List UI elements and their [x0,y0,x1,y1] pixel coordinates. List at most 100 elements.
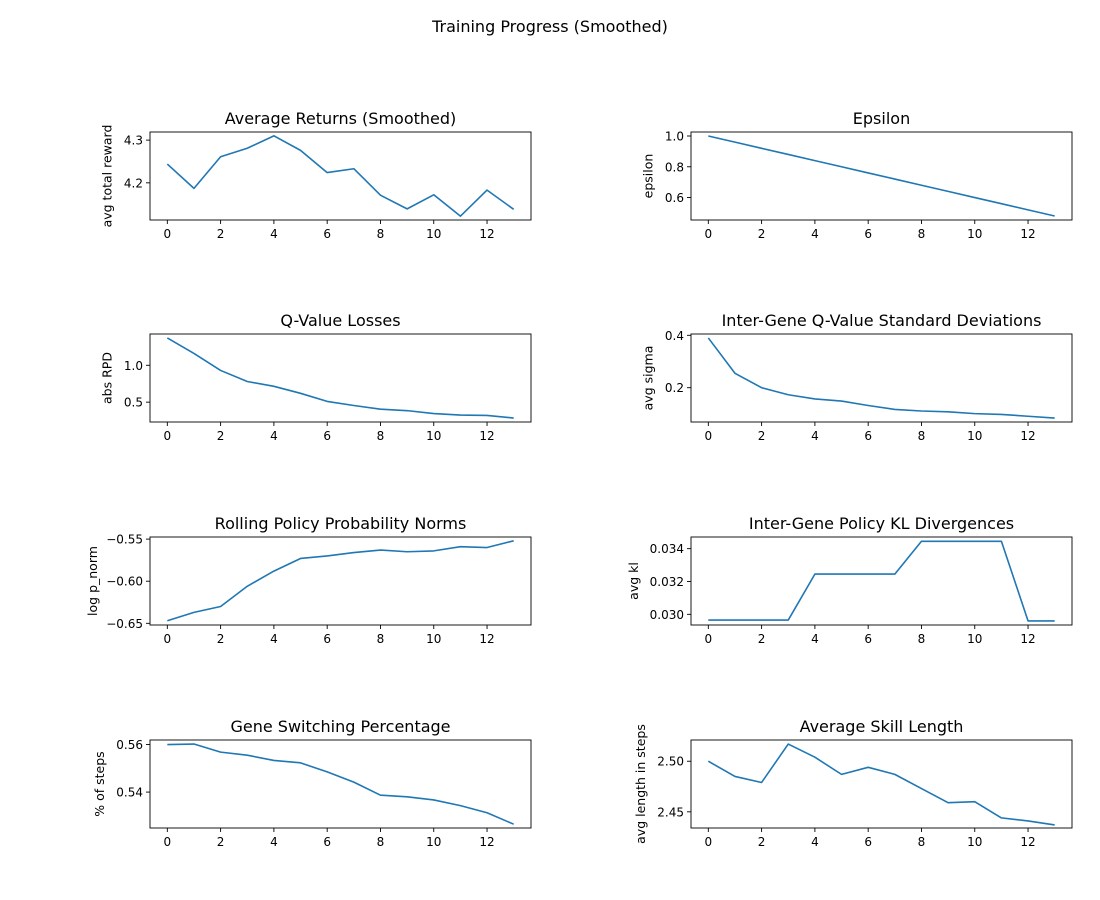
series-line [708,135,1055,217]
subplot-title: Rolling Policy Probability Norms [215,514,467,533]
x-tick-label: 12 [479,632,494,646]
axes-frame [690,131,1073,221]
y-tick-label: −0.65 [106,617,143,631]
x-tick-label: 0 [163,429,171,443]
x-tick-label: 4 [270,835,278,849]
y-tick-label: −0.60 [106,575,143,589]
x-tick-label: 0 [163,227,171,241]
x-tick-label: 0 [704,429,712,443]
x-tick-label: 0 [704,835,712,849]
y-tick-label: 0.6 [665,191,684,205]
x-tick-label: 8 [918,835,926,849]
y-tick-label: 0.034 [650,542,684,556]
y-tick-label: −0.55 [106,533,143,547]
x-tick-label: 2 [758,429,766,443]
y-axis-label: avg sigma [640,346,655,411]
subplot-title: Average Skill Length [800,717,964,736]
x-tick-label: 2 [758,227,766,241]
x-tick-label: 12 [479,835,494,849]
x-tick-label: 12 [1020,835,1035,849]
subplot-title: Gene Switching Percentage [230,717,450,736]
subplot-2: Epsilon 0 2 4 6 8 10 12 0.6 0.8 1.0 epsilon [640,109,1073,241]
y-tick-label: 0.56 [116,738,143,752]
y-tick-label: 0.5 [124,396,143,410]
x-tick-label: 2 [217,632,225,646]
x-tick-label: 2 [758,835,766,849]
x-tick-label: 6 [323,227,331,241]
x-tick-label: 8 [918,429,926,443]
subplot-7: Gene Switching Percentage 0 2 4 6 8 10 12 0.54 0.… [92,717,532,849]
x-tick-label: 8 [918,632,926,646]
x-tick-label: 6 [323,429,331,443]
x-tick-label: 10 [426,429,441,443]
subplot-title: Average Returns (Smoothed) [225,109,457,128]
x-tick-label: 8 [377,835,385,849]
y-tick-label: 2.45 [657,805,684,819]
y-tick-label: 0.54 [116,786,143,800]
axes-frame [149,739,532,829]
subplot-1: Average Returns (Smoothed) 0 2 4 6 8 10 12 4.2 4.… [99,109,532,241]
y-tick-label: 0.8 [665,160,684,174]
figure-title: Training Progress (Smoothed) [431,17,668,36]
series-line [167,540,514,622]
x-tick-label: 0 [163,835,171,849]
y-tick-label: 0.032 [650,575,684,589]
x-tick-label: 12 [479,227,494,241]
x-tick-label: 12 [1020,632,1035,646]
y-tick-label: 4.3 [124,134,143,148]
y-axis-label: avg kl [626,562,641,600]
y-axis-label: avg total reward [99,125,114,228]
x-tick-label: 4 [811,632,819,646]
axes-frame [690,536,1073,626]
series-line [166,135,515,217]
x-tick-label: 2 [217,227,225,241]
y-tick-label: 2.50 [657,755,684,769]
series-line [167,743,514,825]
x-tick-label: 8 [377,632,385,646]
x-tick-label: 6 [323,835,331,849]
x-tick-label: 2 [758,632,766,646]
subplot-5: Rolling Policy Probability Norms 0 2 4 6 8 10 1… [85,514,532,646]
subplot-title: Inter-Gene Q-Value Standard Deviations [722,311,1042,330]
x-tick-label: 6 [864,632,872,646]
y-tick-label: 1.0 [665,130,684,144]
x-tick-label: 12 [1020,429,1035,443]
x-tick-label: 0 [704,227,712,241]
x-tick-label: 8 [377,429,385,443]
subplot-4: Inter-Gene Q-Value Standard Deviations 0 2… [640,311,1073,443]
subplot-8: Average Skill Length 0 2 4 6 8 10 12 2.45 2.50 avg… [633,717,1073,849]
series-line [707,743,1055,826]
subplot-6: Inter-Gene Policy KL Divergences 0 2 4 6 8 10 1… [626,514,1073,646]
x-tick-label: 6 [864,429,872,443]
x-tick-label: 2 [217,429,225,443]
y-tick-label: 0.4 [665,329,684,343]
x-tick-label: 4 [811,429,819,443]
y-tick-label: 0.2 [665,381,684,395]
series-line [166,337,514,419]
x-tick-label: 8 [377,227,385,241]
x-tick-label: 12 [479,429,494,443]
y-axis-label: log p_norm [85,546,100,616]
y-tick-label: 1.0 [124,359,143,373]
y-axis-label: % of steps [92,751,107,816]
x-tick-label: 8 [918,227,926,241]
y-axis-label: epsilon [640,154,655,199]
x-tick-label: 4 [270,632,278,646]
x-tick-label: 10 [426,227,441,241]
x-tick-label: 6 [864,227,872,241]
series-line [708,540,1055,622]
x-tick-label: 10 [967,632,982,646]
x-tick-label: 12 [1020,227,1035,241]
x-tick-label: 6 [864,835,872,849]
y-tick-label: 4.2 [124,176,143,190]
subplot-title: Epsilon [853,109,910,128]
x-tick-label: 10 [426,835,441,849]
x-tick-label: 10 [426,632,441,646]
axes-frame [690,333,1073,423]
x-tick-label: 4 [811,227,819,241]
x-tick-label: 10 [967,227,982,241]
subplot-title: Q-Value Losses [280,311,400,330]
x-tick-label: 0 [163,632,171,646]
x-tick-label: 4 [270,227,278,241]
